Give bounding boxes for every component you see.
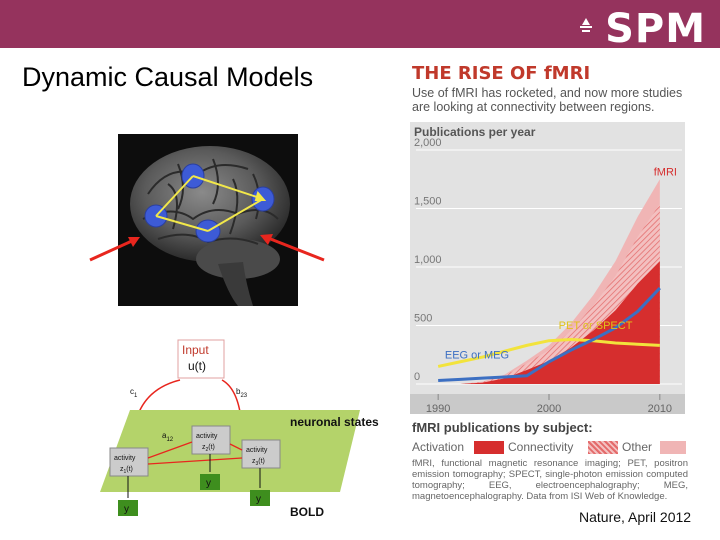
svg-text:activity: activity bbox=[196, 433, 218, 440]
legend: fMRI publications by subject: Activation… bbox=[412, 420, 687, 456]
bold-output-y3: y bbox=[250, 490, 270, 506]
y-tick-label: 1,000 bbox=[414, 254, 442, 266]
legend-title: fMRI publications by subject: bbox=[412, 420, 593, 435]
a12-label: a12 bbox=[162, 431, 174, 443]
bold-output-y2: y bbox=[200, 474, 220, 490]
series-annotation: fMRI bbox=[654, 167, 677, 179]
input-box bbox=[177, 339, 225, 379]
y-tick-label: 0 bbox=[414, 371, 420, 383]
svg-text:z3(t): z3(t) bbox=[252, 458, 265, 467]
legend-connectivity-label: Connectivity bbox=[508, 440, 574, 454]
svg-text:z1(t): z1(t) bbox=[120, 466, 133, 475]
svg-text:y: y bbox=[124, 504, 129, 515]
y-tick-label: 500 bbox=[414, 313, 432, 325]
svg-text:y: y bbox=[206, 478, 211, 489]
series-line-pet-or-spect bbox=[437, 338, 660, 368]
y-tick-label: 2,000 bbox=[414, 137, 442, 149]
citation: Nature, April 2012 bbox=[577, 509, 694, 525]
legend-other-swatch bbox=[660, 441, 686, 454]
x-tick-label: 1990 bbox=[426, 403, 450, 414]
input-label: Input bbox=[182, 343, 209, 357]
node-z3: activity z3(t) bbox=[241, 439, 281, 469]
b23-label: b23 bbox=[236, 387, 248, 399]
x-tick-label: 2010 bbox=[648, 403, 672, 414]
input-arrows bbox=[89, 234, 325, 262]
legend-activation-swatch bbox=[474, 441, 504, 454]
series-line-eeg-or-meg bbox=[438, 287, 661, 382]
svg-text:activity: activity bbox=[246, 447, 268, 454]
spm-mark-icon bbox=[580, 18, 592, 32]
c1-label: c1 bbox=[130, 387, 138, 399]
fmri-activation-area bbox=[438, 261, 660, 384]
svg-text:y: y bbox=[256, 494, 261, 505]
series-annotation: PET or SPECT bbox=[559, 320, 633, 332]
figure-footnote: fMRI, functional magnetic resonance imag… bbox=[412, 458, 688, 502]
bold-label: BOLD bbox=[290, 505, 324, 519]
neuronal-states-label: neuronal states bbox=[290, 415, 379, 429]
svg-text:activity: activity bbox=[114, 455, 136, 462]
legend-other-label: Other bbox=[622, 440, 653, 454]
dcm-diagram: Input u(t) c1 b23 neuronal states a12 ac… bbox=[100, 330, 400, 530]
publications-chart: Publications per year 0 500 1,000 1,500 2,00… bbox=[410, 122, 685, 424]
legend-activation-label: Activation bbox=[412, 440, 465, 454]
header-bar: SPM bbox=[0, 0, 720, 52]
node-z2: activity z2(t) bbox=[191, 425, 231, 455]
node-z1: activity z1(t) bbox=[109, 447, 149, 477]
bold-output-y1: y bbox=[118, 500, 138, 516]
figure-heading: THE RISE OF fMRI bbox=[412, 63, 591, 84]
input-var: u(t) bbox=[188, 359, 206, 373]
svg-text:z2(t): z2(t) bbox=[202, 444, 215, 453]
legend-connectivity-swatch bbox=[588, 441, 618, 454]
brain-image bbox=[118, 134, 298, 306]
figure-subheading: Use of fMRI has rocketed, and now more s… bbox=[412, 86, 683, 114]
x-tick-label: 2000 bbox=[537, 403, 561, 414]
legend-row: Activation Connectivity Other bbox=[412, 438, 687, 456]
slide-title: Dynamic Causal Models bbox=[22, 62, 314, 92]
y-tick-label: 1,500 bbox=[414, 196, 442, 208]
chart-title: Publications per year bbox=[414, 125, 536, 139]
spm-logo: SPM bbox=[605, 6, 706, 52]
series-annotation: EEG or MEG bbox=[445, 349, 509, 361]
